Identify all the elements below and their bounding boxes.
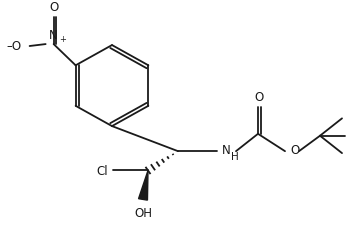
Text: O: O — [290, 144, 299, 157]
Text: –O: –O — [7, 40, 22, 54]
Polygon shape — [139, 170, 148, 200]
Text: H: H — [231, 152, 239, 162]
Text: N: N — [222, 144, 231, 157]
Text: OH: OH — [134, 207, 152, 220]
Text: N: N — [49, 29, 58, 42]
Text: +: + — [60, 35, 67, 45]
Text: O: O — [254, 91, 264, 104]
Text: O: O — [49, 1, 58, 14]
Text: Cl: Cl — [96, 165, 108, 178]
